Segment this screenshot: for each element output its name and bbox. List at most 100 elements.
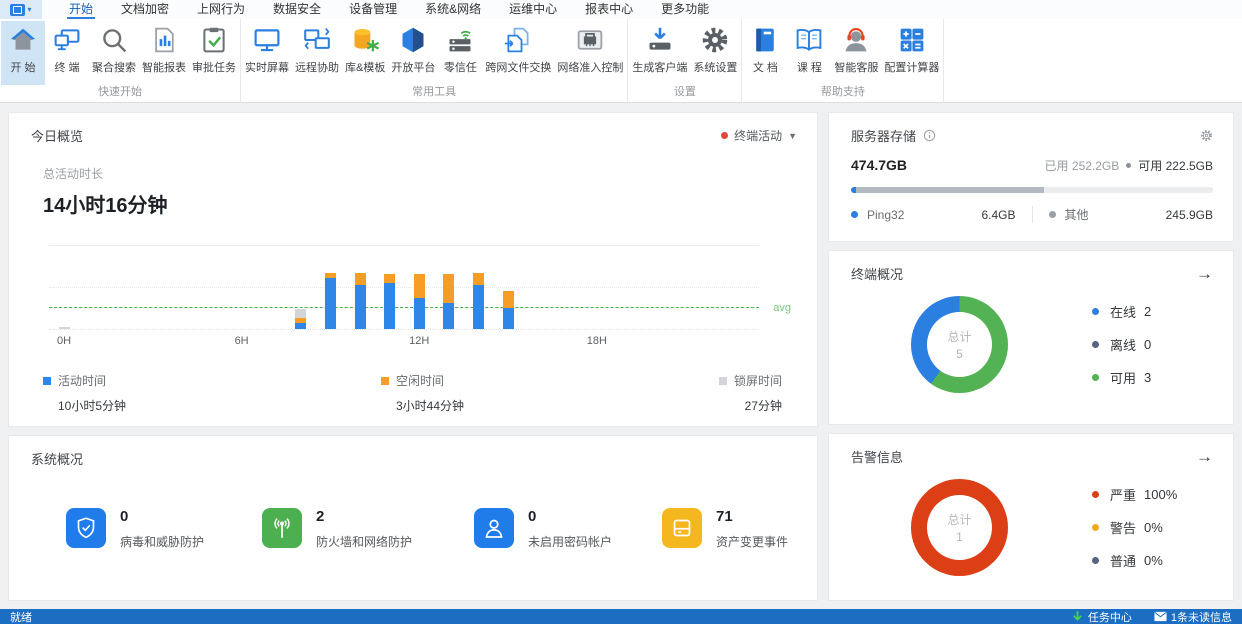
donut-legend-value: 0	[1144, 337, 1152, 352]
system-stat-signal: 2 防火墙和网络防护	[262, 508, 474, 550]
bar-segment-idle	[502, 291, 514, 308]
dot-icon	[851, 211, 858, 218]
zerotrust-button[interactable]: 零信任	[438, 21, 482, 85]
doc-button[interactable]: 文 档	[743, 21, 787, 85]
ribbon-button-label: 实时屏幕	[245, 62, 289, 74]
alerts-donut-chart: 总计 1	[911, 479, 1008, 576]
search-button[interactable]: 聚合搜索	[89, 21, 139, 85]
menu-tab-8[interactable]: 报表中心	[585, 2, 634, 16]
ribbon-button-label: 生成客户端	[632, 62, 688, 74]
calculator-button[interactable]: 配置计算器	[881, 21, 942, 85]
calculator-icon	[898, 24, 926, 56]
donut-legend-label: 可用	[1110, 371, 1137, 386]
bar-segment-idle	[384, 274, 396, 283]
service-icon	[842, 24, 870, 56]
client-button[interactable]: 生成客户端	[629, 21, 690, 85]
storage-segment-Ping32	[851, 187, 857, 193]
course-icon	[795, 24, 823, 56]
donut-legend-label: 警告	[1110, 521, 1137, 536]
activity-filter-dropdown[interactable]: 终端活动 ▼	[721, 127, 797, 144]
library-button[interactable]: 库&模板	[342, 21, 388, 85]
donut-center-label: 总计	[947, 330, 972, 344]
dot-separator-icon	[1126, 163, 1132, 168]
settings-icon	[701, 24, 729, 56]
ribbon-group-2: 实时屏幕 远程协助 库&模板 开放平台 零信任 跨网文件交换 网络准入控制常用工具	[241, 19, 629, 102]
menu-tab-9[interactable]: 更多功能	[661, 2, 710, 16]
stat-label: 防火墙和网络防护	[316, 535, 413, 549]
donut-legend-label: 严重	[1110, 488, 1137, 503]
ribbon-button-label: 开 始	[10, 62, 36, 74]
settings-button[interactable]: 系统设置	[690, 21, 740, 85]
bar-segment-active	[295, 323, 307, 329]
system-stat-device: 71 资产变更事件	[662, 508, 797, 550]
zerotrust-icon	[446, 24, 474, 56]
approval-button[interactable]: 审批任务	[189, 21, 239, 85]
doc-icon	[751, 24, 779, 56]
avg-label: avg	[773, 302, 791, 314]
info-icon[interactable]	[923, 129, 936, 142]
report-icon	[150, 24, 178, 56]
ribbon-button-label: 审批任务	[192, 62, 236, 74]
ribbon-button-label: 智能报表	[142, 62, 186, 74]
arrow-right-icon[interactable]: →	[1196, 264, 1213, 283]
arrow-right-icon[interactable]: →	[1196, 447, 1213, 466]
storage-free: 可用 222.5GB	[1138, 159, 1213, 173]
library-icon	[351, 24, 380, 56]
menu-tab-6[interactable]: 系统&网络	[425, 2, 482, 16]
gridline	[49, 287, 759, 288]
legend-item-active: 活动时间 10小时5分钟	[43, 372, 126, 414]
donut-legend-item: 严重 100%	[1092, 485, 1177, 504]
system-stat-shield: 0 病毒和威胁防护	[66, 508, 262, 550]
bar-segment-idle	[443, 274, 455, 303]
stat-value: 0	[528, 508, 537, 525]
chart-bar-hour-8	[295, 309, 307, 329]
status-bar: 就绪 任务中心 1条未读信息	[0, 609, 1242, 624]
chevron-down-icon: ▼	[788, 130, 797, 141]
system-stat-user: 0 未启用密码帐户	[474, 508, 662, 550]
report-button[interactable]: 智能报表	[139, 21, 189, 85]
legend-swatch-icon	[43, 376, 51, 385]
home-button[interactable]: 开 始	[1, 21, 45, 85]
device-icon	[662, 508, 702, 548]
platform-button[interactable]: 开放平台	[388, 21, 438, 85]
avg-line	[49, 307, 759, 308]
task-center-button[interactable]: 任务中心	[1071, 609, 1132, 624]
dot-icon	[1092, 374, 1099, 381]
remote-button[interactable]: 远程协助	[292, 21, 342, 85]
stat-value: 2	[316, 508, 325, 525]
ribbon-button-label: 课 程	[796, 62, 822, 74]
course-button[interactable]: 课 程	[787, 21, 831, 85]
terminal-button[interactable]: 终 端	[45, 21, 89, 85]
menu-tab-5[interactable]: 设备管理	[349, 2, 398, 16]
service-button[interactable]: 智能客服	[831, 21, 881, 85]
bar-segment-active	[502, 308, 514, 329]
menu-tab-3[interactable]: 上网行为	[197, 2, 246, 16]
stat-value: 71	[716, 508, 733, 525]
alerts-card: 告警信息 → 总计 1 严重 100% 警告 0% 普通 0%	[828, 433, 1234, 601]
ribbon-button-label: 跨网文件交换	[485, 62, 552, 74]
x-tick-12H: 12H	[409, 335, 430, 347]
terminals-legend: 在线 2 离线 0 可用 3	[1092, 302, 1151, 387]
gear-icon[interactable]	[1200, 129, 1213, 142]
menu-tab-2[interactable]: 文档加密	[121, 2, 170, 16]
ribbon-group-3: 生成客户端 系统设置 设置	[628, 19, 743, 102]
donut-legend-item: 普通 0%	[1092, 551, 1177, 570]
nac-button[interactable]: 网络准入控制	[554, 21, 626, 85]
home-icon	[9, 24, 37, 56]
menu-tab-7[interactable]: 运维中心	[509, 2, 558, 16]
menu-tab-1[interactable]: 开始	[55, 0, 107, 19]
storage-legend: Ping32 6.4GB 其他 245.9GB	[851, 206, 1213, 223]
screen-button[interactable]: 实时屏幕	[242, 21, 292, 85]
exchange-button[interactable]: 跨网文件交换	[482, 21, 554, 85]
donut-legend-item: 在线 2	[1092, 302, 1151, 321]
menu-tab-4[interactable]: 数据安全	[273, 2, 322, 16]
app-menu-button[interactable]: ▾	[0, 0, 42, 19]
bar-segment-idle	[413, 274, 425, 298]
unread-messages-button[interactable]: 1条未读信息	[1154, 609, 1232, 624]
legend-value: 10小时5分钟	[58, 399, 127, 413]
terminal-icon	[53, 24, 81, 56]
ribbon-group-label: 常用工具	[412, 86, 457, 98]
chart-bar-hour-14	[472, 273, 484, 329]
ribbon-toolbar: 开 始 终 端聚合搜索 智能报表 审批任务 快速开始 实时屏幕 远程协助 库&模板 开放平台 零信…	[0, 19, 1242, 103]
